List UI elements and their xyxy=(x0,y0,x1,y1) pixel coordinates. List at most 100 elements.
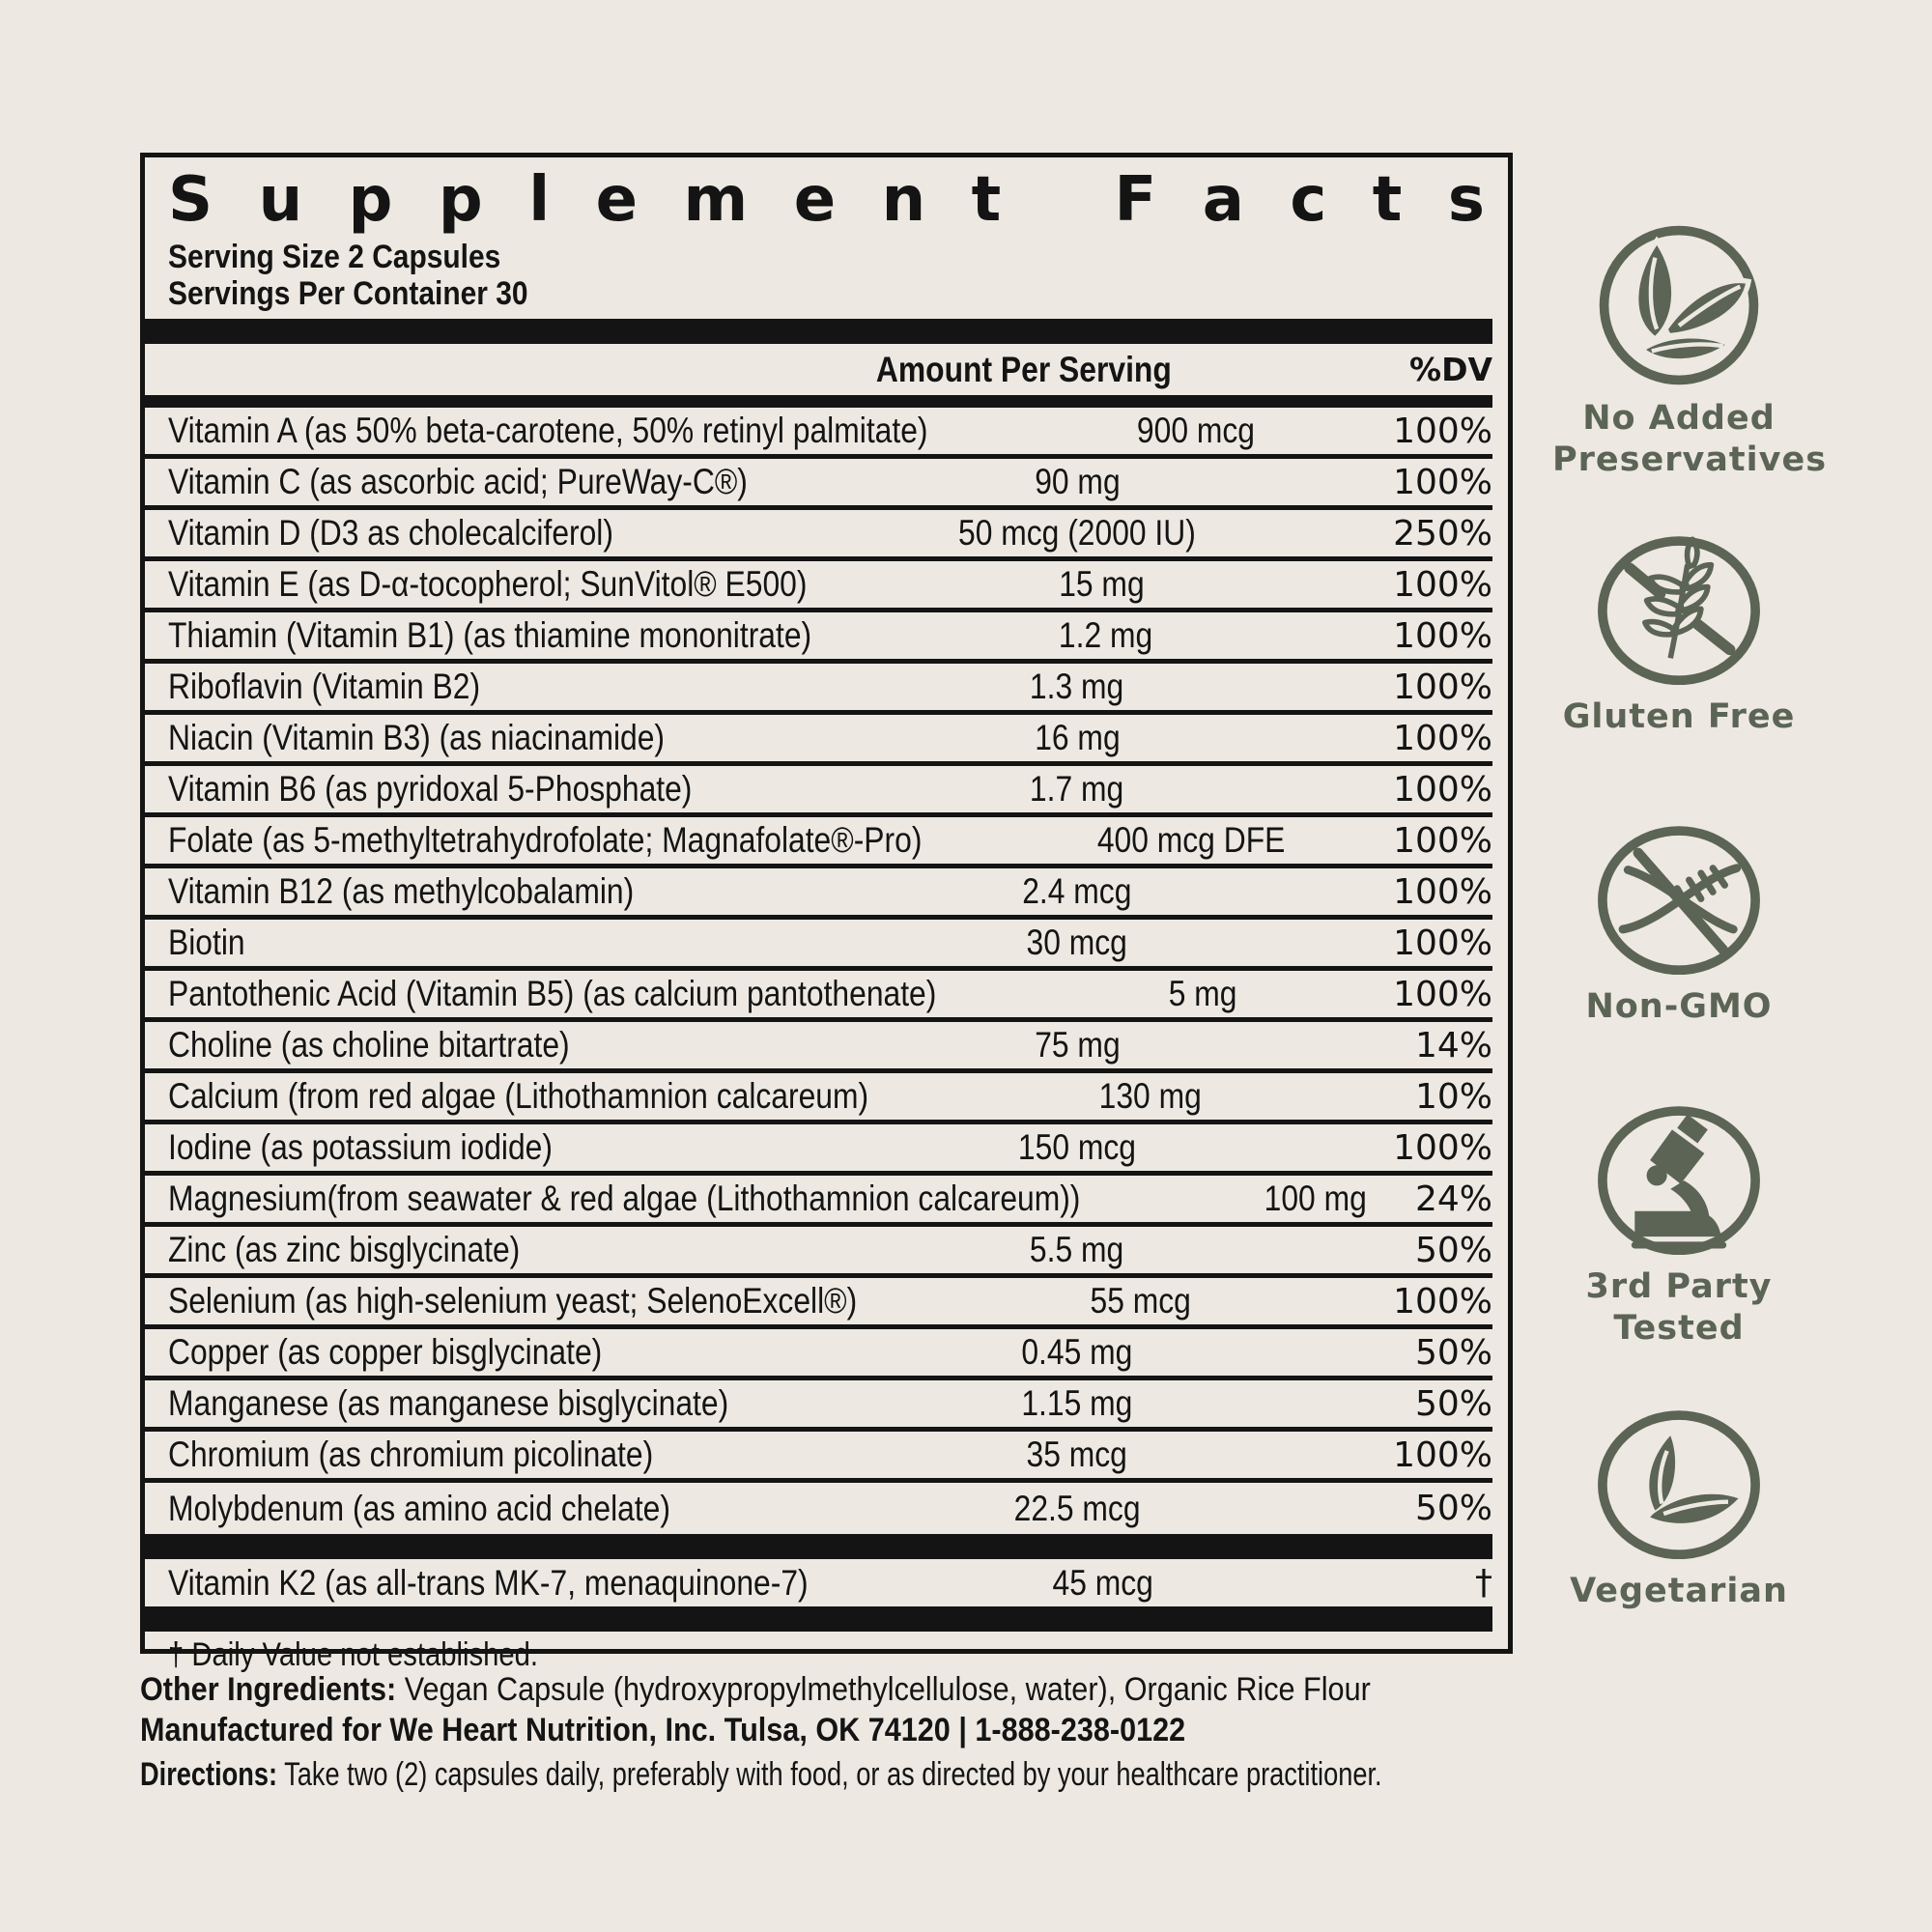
vegetarian-icon xyxy=(1598,1410,1760,1560)
nutrient-name: Vitamin E (as D-α-tocopherol; SunVitol® … xyxy=(168,564,808,604)
nutrient-name: Calcium (from red algae (Lithothamnion c… xyxy=(168,1076,869,1116)
badge-label: Vegetarian xyxy=(1570,1572,1788,1610)
nutrient-row: Folate (as 5-methyltetrahydrofolate; Mag… xyxy=(145,817,1492,868)
nutrient-row: Vitamin B6 (as pyridoxal 5-Phosphate) 1.… xyxy=(145,766,1492,817)
nutrient-amount: 5 mg xyxy=(1168,974,1237,1013)
no-added-preservatives-icon xyxy=(1599,225,1759,385)
nutrient-dv: 10% xyxy=(1414,1076,1492,1117)
badge-3rd-party-tested: 3rd Party Tested xyxy=(1552,1104,1805,1349)
nutrient-name: Selenium (as high-selenium yeast; Seleno… xyxy=(168,1281,858,1321)
badge-gluten-free: Gluten Free xyxy=(1552,534,1805,738)
nutrient-amount: 150 mcg xyxy=(1017,1127,1137,1167)
nutrient-row: Iodine (as potassium iodide) 150 mcg 100… xyxy=(145,1124,1492,1176)
nutrient-amount: 1.15 mg xyxy=(1021,1383,1133,1423)
nutrient-rows: Vitamin A (as 50% beta-carotene, 50% ret… xyxy=(145,408,1492,1534)
nutrient-name: Vitamin K2 (as all-trans MK-7, menaquino… xyxy=(168,1562,809,1603)
non-gmo-icon xyxy=(1598,826,1760,976)
nutrient-row: Manganese (as manganese bisglycinate) 1.… xyxy=(145,1380,1492,1432)
badge-vegetarian: Vegetarian xyxy=(1552,1408,1805,1612)
nutrient-amount: 45 mcg xyxy=(1052,1562,1153,1603)
third-party-tested-icon xyxy=(1598,1106,1760,1256)
nutrient-row: Pantothenic Acid (Vitamin B5) (as calciu… xyxy=(145,971,1492,1022)
nutrient-amount: 50 mcg (2000 IU) xyxy=(958,513,1196,553)
nutrient-row: Calcium (from red algae (Lithothamnion c… xyxy=(145,1073,1492,1124)
divider-bar-mid xyxy=(145,1534,1492,1559)
nutrient-dv: 50% xyxy=(1414,1230,1492,1270)
nutrient-amount: 15 mg xyxy=(1059,564,1145,604)
nutrient-dv: 14% xyxy=(1414,1025,1492,1065)
directions-label: Directions: xyxy=(140,1756,278,1793)
dv-footnote: † Daily Value not established. xyxy=(168,1636,539,1673)
nutrient-amount: 900 mcg xyxy=(1137,411,1256,450)
nutrient-amount: 1.3 mg xyxy=(1030,667,1124,706)
nutrient-dv: 50% xyxy=(1414,1489,1492,1528)
nutrient-row: Niacin (Vitamin B3) (as niacinamide) 16 … xyxy=(145,715,1492,766)
badge-non-gmo: Non-GMO xyxy=(1552,824,1805,1028)
directions-text: Take two (2) capsules daily, preferably … xyxy=(277,1756,1382,1793)
nutrient-dv: 100% xyxy=(1393,1127,1492,1168)
nutrient-name: Niacin (Vitamin B3) (as niacinamide) xyxy=(168,718,666,757)
nutrient-row: Copper (as copper bisglycinate) 0.45 mg … xyxy=(145,1329,1492,1380)
nutrient-name: Thiamin (Vitamin B1) (as thiamine mononi… xyxy=(168,615,812,655)
nutrient-name: Vitamin B6 (as pyridoxal 5-Phosphate) xyxy=(168,769,693,809)
badge-label: No Added Preservatives xyxy=(1552,399,1828,479)
nutrient-row: Molybdenum (as amino acid chelate) 22.5 … xyxy=(145,1483,1492,1534)
nutrient-amount: 5.5 mg xyxy=(1030,1230,1124,1269)
nutrient-name: Vitamin A (as 50% beta-carotene, 50% ret… xyxy=(168,411,928,450)
nutrient-dv: 250% xyxy=(1393,513,1492,554)
nutrient-name: Manganese (as manganese bisglycinate) xyxy=(168,1383,729,1423)
nutrient-dv: 100% xyxy=(1393,564,1492,605)
nutrient-name: Vitamin B12 (as methylcobalamin) xyxy=(168,871,635,911)
nutrient-name: Vitamin C (as ascorbic acid; PureWay-C®) xyxy=(168,462,748,501)
other-ingredients-label: Other Ingredients: xyxy=(140,1671,397,1708)
badge-no-added-preservatives: No Added Preservatives xyxy=(1552,220,1828,480)
nutrient-dv: 50% xyxy=(1414,1332,1492,1373)
other-ingredients-text: Vegan Capsule (hydroxypropylmethylcellul… xyxy=(396,1671,1371,1708)
nutrient-amount: 16 mg xyxy=(1034,718,1121,757)
nutrient-amount: 100 mg xyxy=(1264,1179,1367,1218)
nutrient-amount: 35 mcg xyxy=(1026,1435,1128,1474)
nutrient-dv: 100% xyxy=(1393,615,1492,656)
nutrient-row: Vitamin E (as D-α-tocopherol; SunVitol® … xyxy=(145,561,1492,612)
nutrient-dv: 100% xyxy=(1393,871,1492,912)
nutrient-name: Copper (as copper bisglycinate) xyxy=(168,1332,603,1372)
nutrient-name: Riboflavin (Vitamin B2) xyxy=(168,667,481,706)
nutrient-dv: 100% xyxy=(1393,462,1492,502)
nutrient-amount: 30 mcg xyxy=(1026,923,1128,962)
nutrient-amount: 75 mg xyxy=(1034,1025,1121,1065)
nutrient-name: Choline (as choline bitartrate) xyxy=(168,1025,570,1065)
nutrient-row: Vitamin B12 (as methylcobalamin) 2.4 mcg… xyxy=(145,868,1492,920)
nutrient-row: Vitamin D (D3 as cholecalciferol) 50 mcg… xyxy=(145,510,1492,561)
badge-label: 3rd Party Tested xyxy=(1585,1267,1773,1348)
nutrient-row: Vitamin C (as ascorbic acid; PureWay-C®)… xyxy=(145,459,1492,510)
nutrient-name: Vitamin D (D3 as cholecalciferol) xyxy=(168,513,613,553)
nutrient-row-k2: Vitamin K2 (as all-trans MK-7, menaquino… xyxy=(145,1559,1492,1606)
servings-per-container: Servings Per Container 30 xyxy=(168,275,528,312)
badge-label: Gluten Free xyxy=(1562,697,1796,736)
nutrient-row: Vitamin A (as 50% beta-carotene, 50% ret… xyxy=(145,408,1492,459)
badge-label: Non-GMO xyxy=(1585,987,1773,1026)
nutrient-name: Chromium (as chromium picolinate) xyxy=(168,1435,654,1474)
nutrient-amount: 1.7 mg xyxy=(1030,769,1124,809)
nutrient-dv: 100% xyxy=(1393,411,1492,451)
nutrient-name: Molybdenum (as amino acid chelate) xyxy=(168,1488,670,1528)
nutrient-dv: 100% xyxy=(1393,1281,1492,1321)
nutrient-dv: 100% xyxy=(1393,923,1492,963)
nutrient-row: Zinc (as zinc bisglycinate) 5.5 mg 50% xyxy=(145,1227,1492,1278)
nutrient-name: Magnesium(from seawater & red algae (Lit… xyxy=(168,1179,1081,1218)
nutrient-amount: 1.2 mg xyxy=(1058,615,1152,655)
divider-bar-header xyxy=(145,395,1492,408)
nutrient-row: Thiamin (Vitamin B1) (as thiamine mononi… xyxy=(145,612,1492,664)
nutrient-amount: 55 mcg xyxy=(1090,1281,1192,1321)
nutrient-row: Magnesium(from seawater & red algae (Lit… xyxy=(145,1176,1492,1227)
manufactured-line: Manufactured for We Heart Nutrition, Inc… xyxy=(140,1712,1301,1749)
nutrient-name: Zinc (as zinc bisglycinate) xyxy=(168,1230,521,1269)
amount-per-serving-header: Amount Per Serving xyxy=(876,349,1172,389)
nutrient-dv: 100% xyxy=(1393,820,1492,861)
other-ingredients-line: Other Ingredients: Vegan Capsule (hydrox… xyxy=(140,1671,1507,1709)
divider-bar-bottom xyxy=(145,1606,1492,1632)
column-header-row: Amount Per Serving %DV xyxy=(145,344,1492,395)
